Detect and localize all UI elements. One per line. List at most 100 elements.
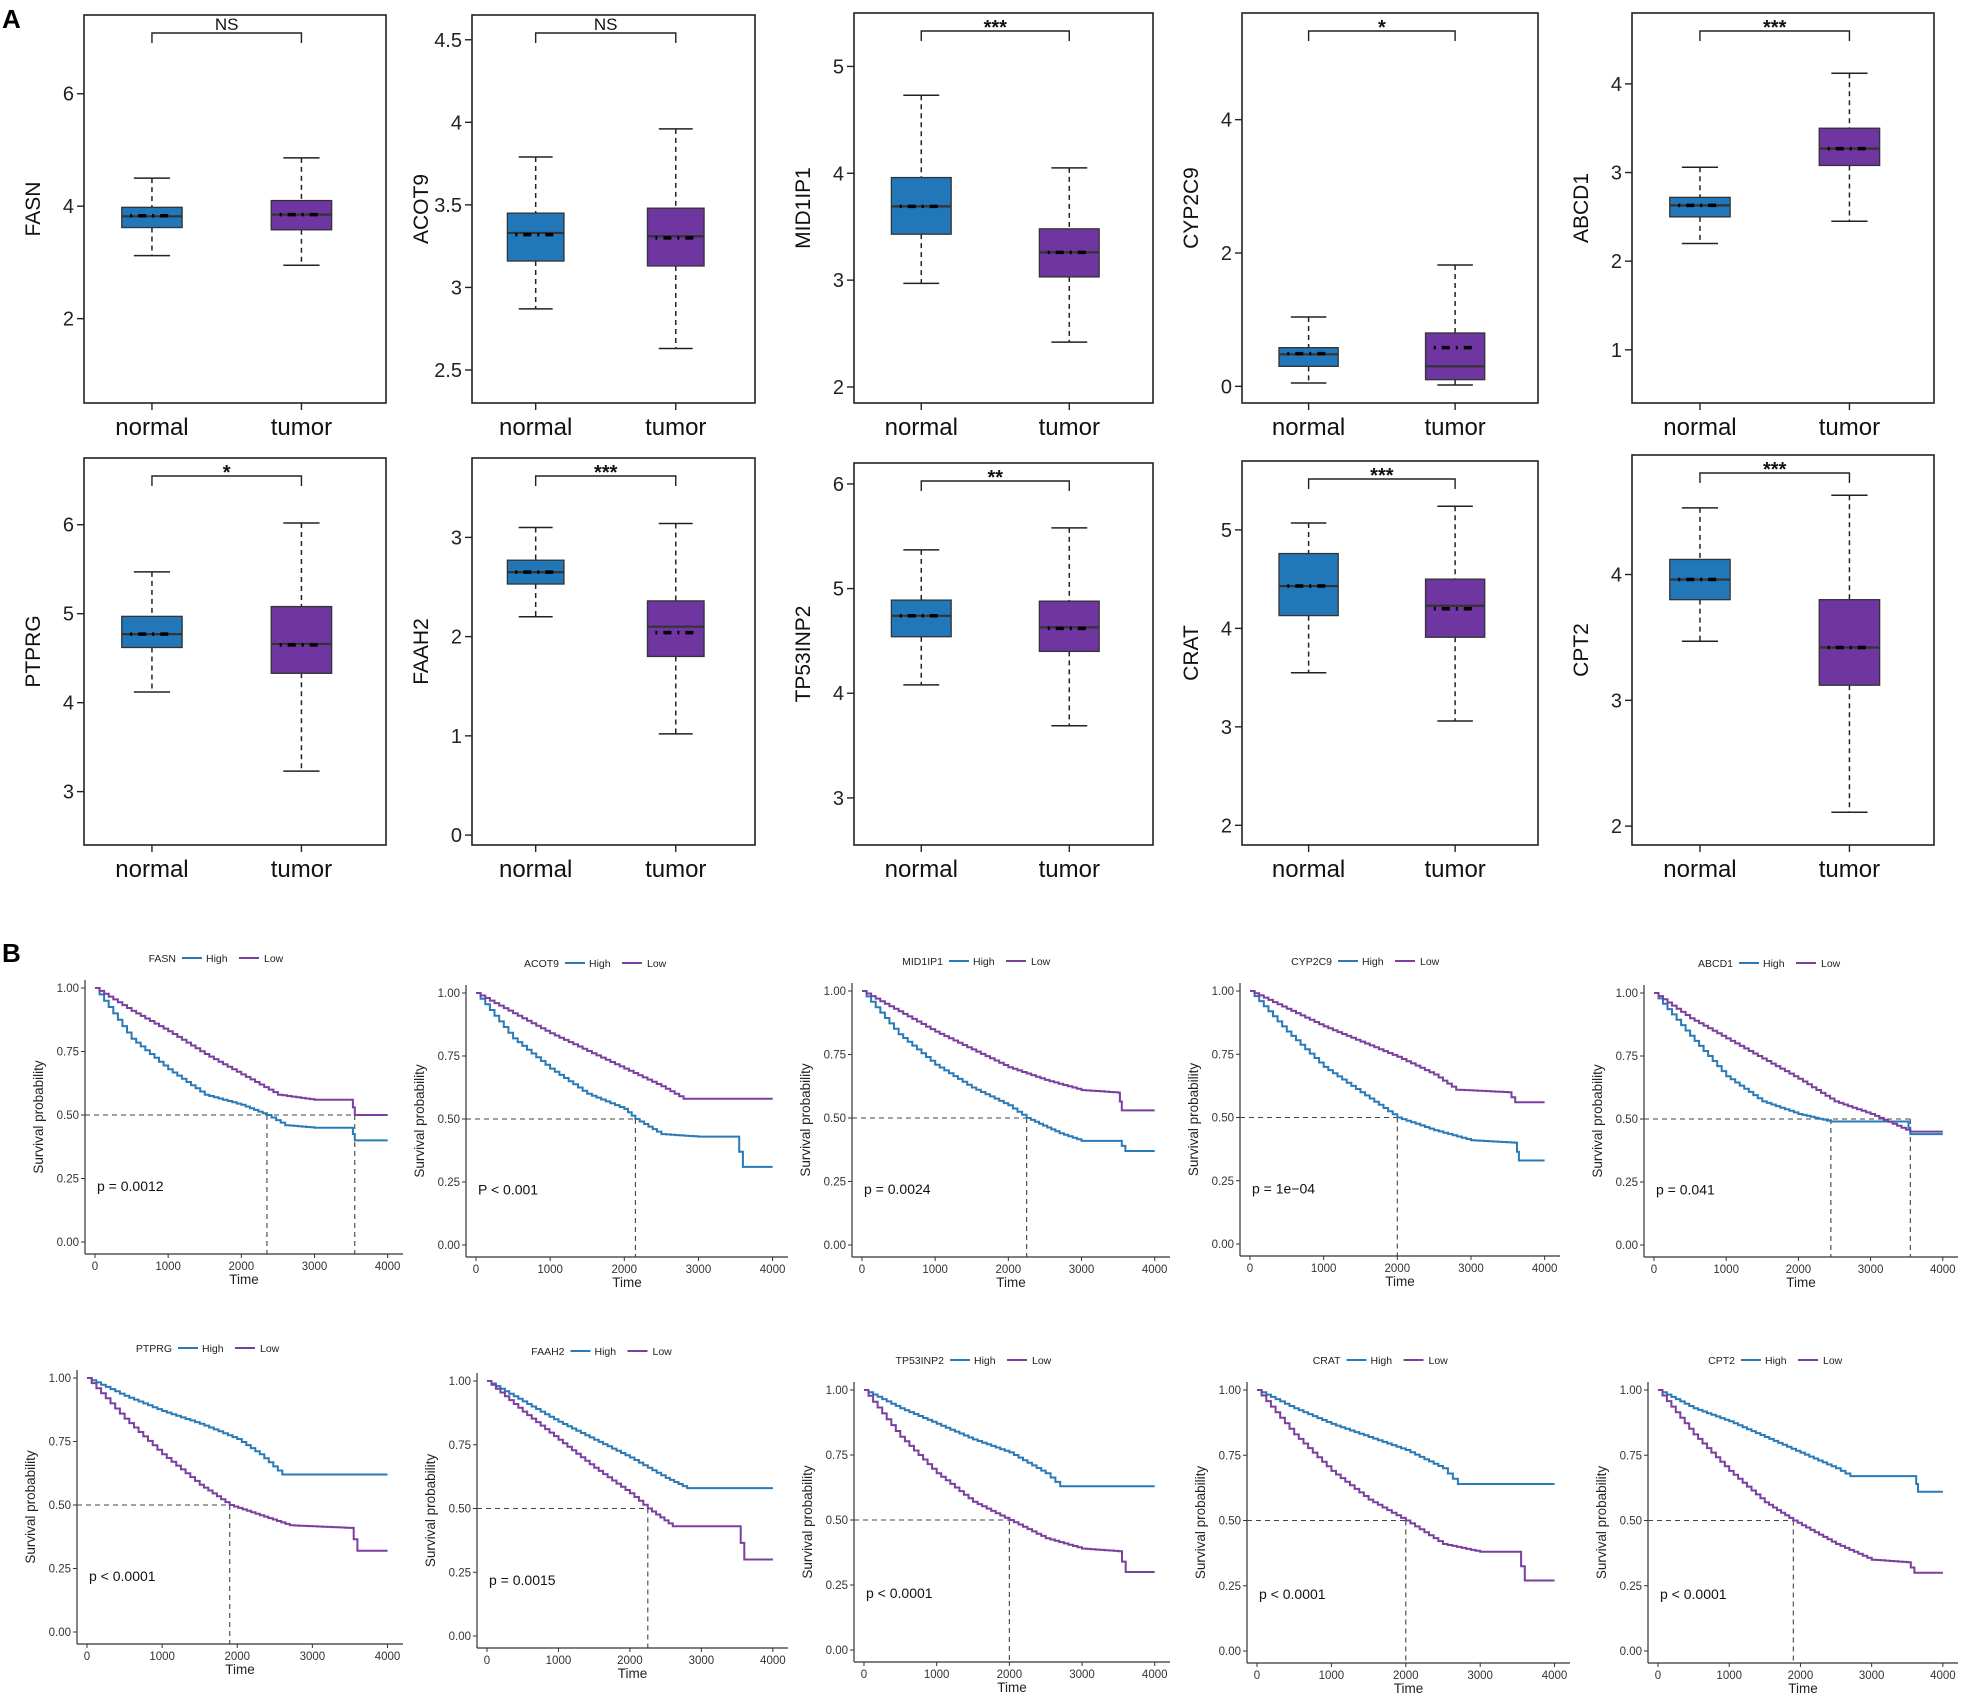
y-tick-label: 2 [451, 627, 462, 649]
p-value: P < 0.001 [478, 1182, 538, 1198]
survival-curve-high [1257, 1389, 1555, 1485]
y-tick-label: 5 [1221, 520, 1232, 542]
x-tick-label: 0 [1651, 1264, 1657, 1276]
plot-frame [1241, 12, 1539, 404]
y-axis-label: Survival probability [23, 1450, 38, 1564]
x-tick-label: 2000 [224, 1651, 250, 1663]
x-tick-label: 4000 [1532, 1263, 1558, 1275]
survival-curve-high [1250, 990, 1545, 1162]
legend-label-high: High [1765, 1355, 1787, 1367]
km-plot-tp53inp2: 0.00 0.25 0.50 0.75 1.00 0 1000 2000 3000 4000 Tim… [800, 1355, 1170, 1693]
km-plot-fasn: 0.00 0.25 0.50 0.75 1.00 0 1000 2000 3000 4000 Tim… [31, 953, 403, 1287]
legend-label-high: High [202, 1343, 224, 1355]
y-tick-label: 3 [63, 782, 74, 804]
x-tick-label: 0 [1655, 1670, 1661, 1682]
y-tick-label: 2 [1611, 251, 1622, 273]
y-tick-label: 6 [833, 474, 844, 496]
plot-frame [1241, 460, 1539, 846]
panel-label-a: A [2, 4, 21, 34]
y-tick-label: 4 [451, 112, 462, 134]
x-axis-label: Time [229, 1272, 259, 1287]
legend-label-high: High [1371, 1355, 1393, 1367]
y-tick-label: 0.25 [826, 1580, 848, 1592]
survival-curve-high [862, 990, 1155, 1152]
x-category-label: normal [499, 856, 572, 883]
survival-curve-high [1654, 992, 1943, 1136]
x-category-label: normal [1663, 414, 1736, 441]
legend-title: CPT2 [1708, 1355, 1735, 1367]
survival-curve-low [1658, 1389, 1943, 1574]
significance-label: NS [215, 15, 239, 34]
y-axis-label: Survival probability [1186, 1063, 1201, 1177]
legend-label-low: Low [653, 1346, 673, 1358]
survival-curve-high [95, 987, 388, 1142]
legend-title: PTPRG [136, 1343, 172, 1355]
box-normal [1669, 196, 1731, 218]
x-tick-label: 0 [859, 1264, 865, 1276]
x-axis-label: Time [618, 1666, 648, 1681]
legend-label-high: High [589, 958, 611, 970]
km-plot-acot9: 0.00 0.25 0.50 0.75 1.00 0 1000 2000 3000 4000 Tim… [412, 958, 788, 1290]
x-tick-label: 3000 [1467, 1670, 1493, 1682]
significance-bracket [534, 32, 677, 43]
box-normal [1278, 347, 1339, 367]
y-tick-label: 2 [1221, 815, 1232, 837]
x-tick-label: 1000 [922, 1264, 948, 1276]
x-tick-label: 0 [84, 1651, 90, 1663]
x-category-label: tumor [645, 414, 706, 441]
x-tick-label: 4000 [375, 1261, 401, 1273]
x-tick-label: 2000 [1786, 1264, 1812, 1276]
x-category-label: tumor [1424, 856, 1485, 883]
y-tick-label: 0.50 [57, 1110, 79, 1122]
y-tick-label: 0.00 [826, 1645, 848, 1657]
y-axis-label: Survival probability [31, 1060, 46, 1174]
box-tumor [1424, 332, 1486, 381]
significance-label: *** [1763, 459, 1787, 481]
significance-bracket [1699, 472, 1851, 483]
y-tick-label: 0.25 [1616, 1177, 1638, 1189]
y-tick-label: 1.00 [438, 988, 460, 1000]
legend-title: MID1IP1 [902, 956, 943, 968]
x-category-label: tumor [271, 856, 332, 883]
significance-bracket [920, 480, 1070, 491]
y-tick-label: 4 [833, 163, 844, 185]
x-axis-label: Time [1788, 1681, 1818, 1693]
x-category-label: tumor [271, 414, 332, 441]
y-tick-label: 0.75 [57, 1047, 79, 1059]
y-tick-label: 3 [451, 277, 462, 299]
boxplot-faah2: 0 1 2 3 normal tumor *** FAAH2 [410, 457, 756, 883]
survival-curve-low [862, 990, 1155, 1112]
km-plot-ptprg: 0.00 0.25 0.50 0.75 1.00 0 1000 2000 3000 4000 Tim… [23, 1343, 403, 1677]
legend-label-high: High [1362, 956, 1384, 968]
x-tick-label: 3000 [1069, 1264, 1095, 1276]
y-tick-label: 0.50 [826, 1515, 848, 1527]
legend-label-high: High [595, 1346, 617, 1358]
y-tick-label: 0.00 [1620, 1646, 1642, 1658]
p-value: p < 0.0001 [1660, 1586, 1727, 1602]
significance-label: *** [594, 462, 618, 484]
y-tick-label: 0.00 [1616, 1240, 1638, 1252]
y-axis-label: CRAT [1180, 625, 1203, 681]
survival-curve-high [1658, 1389, 1943, 1493]
p-value: p = 1e−04 [1252, 1180, 1315, 1196]
significance-label: NS [594, 15, 618, 34]
x-tick-label: 3000 [1859, 1670, 1885, 1682]
x-category-label: normal [1272, 856, 1345, 883]
x-tick-label: 3000 [302, 1261, 328, 1273]
y-tick-label: 0.75 [824, 1050, 846, 1062]
p-value: p = 0.041 [1656, 1182, 1715, 1198]
survival-curve-low [95, 987, 388, 1116]
y-tick-label: 5 [833, 579, 844, 601]
y-tick-label: 1.00 [49, 1373, 71, 1385]
significance-bracket [1307, 478, 1456, 489]
p-value: p < 0.0001 [89, 1568, 156, 1584]
y-axis-label: Survival probability [1193, 1466, 1208, 1580]
y-tick-label: 0.75 [438, 1051, 460, 1063]
x-category-label: normal [115, 856, 188, 883]
box-normal [506, 212, 565, 262]
km-plot-mid1ip1: 0.00 0.25 0.50 0.75 1.00 0 1000 2000 3000 4000 Tim… [798, 956, 1170, 1290]
x-category-label: normal [115, 414, 188, 441]
y-tick-label: 1.00 [449, 1376, 471, 1388]
y-tick-label: 0.25 [1219, 1581, 1241, 1593]
